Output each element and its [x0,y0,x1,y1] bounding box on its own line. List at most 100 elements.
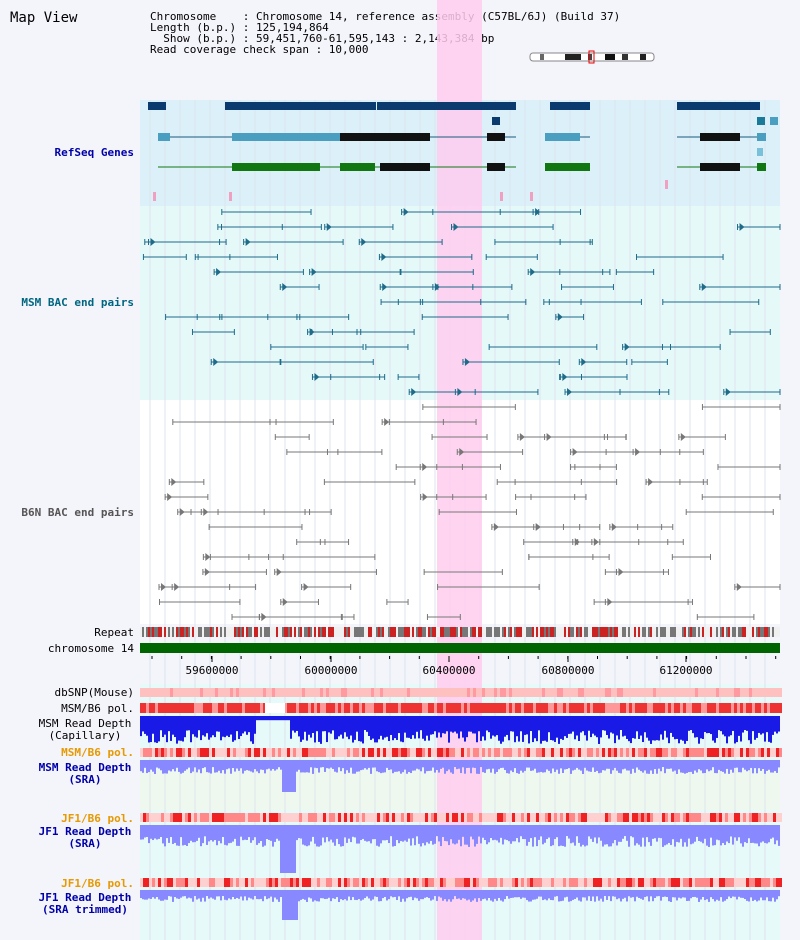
msm-sra-depth-bar [388,760,390,770]
jf1-trim-depth-bar [446,890,448,902]
jf1-pol-strip [143,813,146,822]
msm-sra-pol-strip [332,748,335,757]
jf1-pol-strip [695,813,698,822]
msm-sra-depth-bar [484,760,486,773]
dbsnp-strip [365,688,368,697]
msm-pol-strip [350,703,353,713]
jf1-trim-depth-bar [640,890,642,899]
jf1-pol-strip [521,813,524,822]
jf1-pol-strip [443,813,446,822]
jf1-trim-depth-bar [498,890,500,898]
jf1-sra-depth-bar [188,825,190,844]
jf1-trim-pol-strip [506,878,509,887]
jf1-sra-depth-bar [580,825,582,847]
jf1-trim-depth-bar [688,890,690,901]
jf1-sra-depth-bar [742,825,744,847]
repeat-mark [212,627,214,637]
msm-capillary-depth-bar [436,716,438,738]
msm-pol-strip [215,703,218,713]
jf1-trim-depth-bar [648,890,650,902]
msm-sra-depth-bar [582,760,584,774]
jf1-sra-depth-bar [758,825,760,847]
jf1-trim-depth-bar [486,890,488,901]
msm-sra-pol-strip [662,748,665,757]
jf1-pol-strip [227,813,230,822]
msm-sra-pol-strip [773,748,776,757]
jf1-sra-depth-bar [332,825,334,843]
refseq-genes-label[interactable]: RefSeq Genes [54,146,134,159]
jf1-pol-strip [374,813,377,822]
msm-sra-pol-strip [443,748,446,757]
jf1-trim-pol-strip [515,878,518,887]
msm-sra-pol-strip [716,748,719,757]
jf1-trim-pol-strip [140,878,143,887]
msm-sra-depth-bar [434,760,436,773]
jf1-trim-depth-bar [704,890,706,901]
msm-sra-depth-bar [282,760,284,792]
msm-capillary-depth-bar [714,716,716,743]
msm-sra-depth-bar [224,760,226,774]
repeat-mark [736,627,738,637]
jf1-sra-depth-bar [544,825,546,843]
msm-bac-label[interactable]: MSM BAC end pairs [21,296,134,309]
msm-capillary-depth-bar [602,716,604,731]
dbsnp-strip [452,688,455,697]
msm-pol-strip [377,703,380,713]
jf1-pol-strip [167,813,170,822]
jf1-trim-pol-strip [689,878,692,887]
jf1-sra-depth-bar [570,825,572,844]
b6n-bac-pair-arrow [205,553,211,561]
msm-pol-strip [140,703,143,713]
msm-pol-strip [671,703,674,713]
dbsnp-strip [326,688,329,697]
dbsnp-strip [293,688,296,697]
jf1-trim-depth-bar [458,890,460,899]
msm-sra-depth-bar [150,760,152,770]
dbsnp-strip [296,688,299,697]
b6n-bac-pair-arrow [611,523,617,531]
jf1-sra-depth-bar [574,825,576,846]
msm-sra-pol-strip [407,748,410,757]
jf1-trim-pol-strip [755,878,758,887]
msm-sra-depth-bar [500,760,502,768]
jf1-trim-pol-strip [386,878,389,887]
repeat-mark [488,627,490,637]
repeat-mark [198,627,200,637]
jf1-sra-depth-bar [740,825,742,844]
jf1-pol-strip [170,813,173,822]
msm-sra-depth-bar [712,760,714,768]
jf1-sra-depth-bar [622,825,624,839]
msm-capillary-depth-bar [450,716,452,732]
jf1-trim-depth-bar [406,890,408,899]
repeat-mark [628,627,630,637]
msm-pol-strip [308,703,311,713]
msm-sra-pol-strip [167,748,170,757]
jf1-sra-depth-bar [196,825,198,841]
msm-capillary-depth-bar [754,716,756,740]
jf1-sra-depth-bar [318,825,320,847]
msm-capillary-depth-bar [198,716,200,731]
msm-sra-depth-bar [650,760,652,771]
jf1-trim-pol-strip [617,878,620,887]
msm-sra-pol-strip [653,748,656,757]
dbsnp-strip [668,688,671,697]
msm-pol-strip [608,703,611,713]
jf1-trim-depth-bar [544,890,546,900]
repeat-mark [396,627,398,637]
jf1-sra-depth-bar [584,825,586,847]
repeat-mark [526,627,528,637]
msm-sra-depth-bar [626,760,628,771]
msm-pol-strip [164,703,167,713]
b6n-bac-label[interactable]: B6N BAC end pairs [21,506,134,519]
msm-capillary-depth-bar [380,716,382,736]
jf1-trim-depth-bar [496,890,498,901]
msm-sra-pol-strip [284,748,287,757]
jf1-trim-pol-strip [473,878,476,887]
jf1-trim-pol-strip [248,878,251,887]
repeat-mark [630,627,632,637]
jf1-trim-depth-bar [686,890,688,901]
msm-sra-depth-bar [480,760,482,768]
jf1-pol-strip [194,813,197,822]
dbsnp-strip [518,688,521,697]
